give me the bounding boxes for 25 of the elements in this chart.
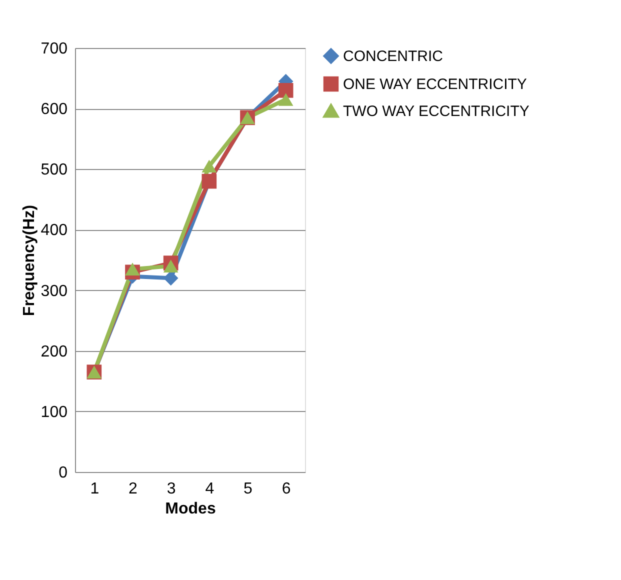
- x-axis-title: Modes: [165, 500, 216, 518]
- y-axis-title: Frequency(Hz): [20, 204, 38, 316]
- x-tick-label: 1: [90, 480, 100, 498]
- y-tick-label: 300: [40, 282, 68, 300]
- y-tick-label: 100: [40, 404, 68, 421]
- point: [125, 262, 140, 276]
- x-tick-label: 5: [244, 480, 253, 498]
- y-tick-label: 500: [40, 162, 68, 179]
- y-tick-label: 0: [58, 464, 68, 482]
- legend-label: ONE WAY ECCENTRICITY: [343, 76, 527, 93]
- point: [202, 160, 217, 173]
- legend-label: TWO WAY ECCENTRICITY: [343, 103, 530, 120]
- point: [163, 270, 178, 286]
- point: [163, 260, 178, 272]
- x-tick-label: 2: [128, 480, 138, 498]
- point: [278, 93, 294, 106]
- y-tick-label: 400: [40, 222, 68, 240]
- point: [278, 82, 294, 98]
- legend-label: CONCENTRIC: [343, 48, 444, 65]
- y-tick-label: 200: [40, 343, 68, 360]
- x-tick-label: 3: [166, 480, 176, 498]
- y-tick-label: 700: [40, 40, 68, 58]
- y-tick-label: 600: [40, 101, 68, 118]
- x-tick-label: 4: [205, 480, 214, 498]
- x-tick-label: 6: [282, 480, 291, 498]
